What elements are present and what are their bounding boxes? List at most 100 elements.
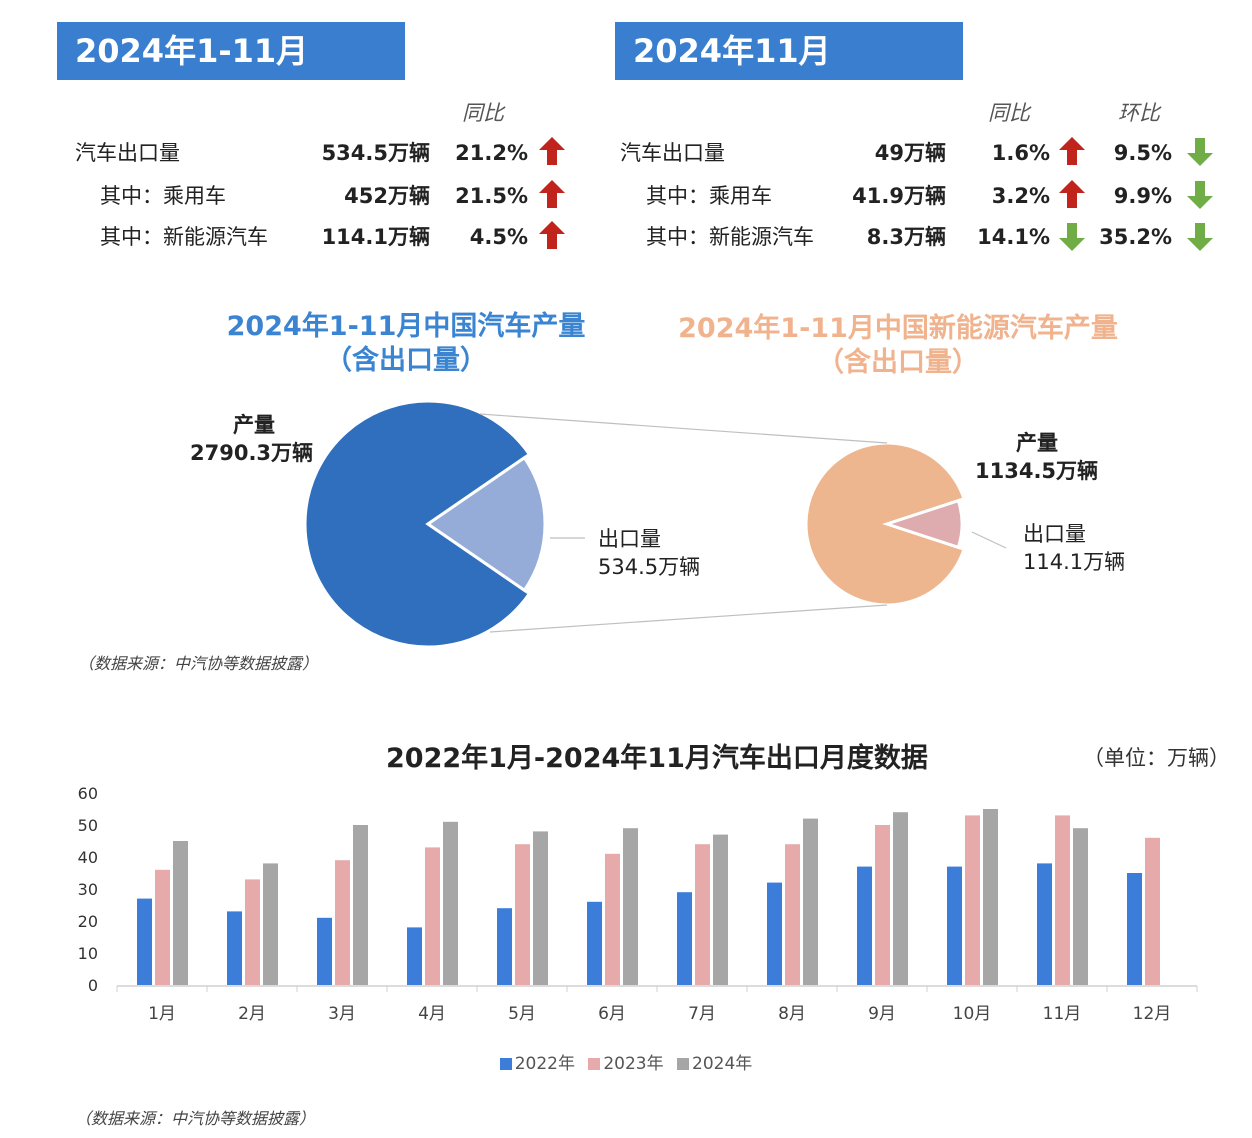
- right-pie-production-value: 1134.5万辆: [975, 459, 1099, 483]
- down-arrow-icon: [1059, 223, 1085, 251]
- left-row-value: 534.5万辆: [321, 141, 430, 165]
- bar-2023年-2月: [245, 879, 260, 985]
- left-period-banner: 2024年1-11月: [57, 22, 405, 80]
- right-row-label: 其中：乘用车: [646, 184, 772, 208]
- right-pie-export-value: 114.1万辆: [1023, 550, 1126, 574]
- right-pie-title-line2: （含出口量）: [817, 347, 979, 378]
- legend-item-2024: 2024年: [677, 1049, 752, 1074]
- x-tick-label: 12月: [1133, 1004, 1172, 1024]
- legend-swatch: [499, 1058, 512, 1070]
- left-row-value: 452万辆: [344, 184, 430, 208]
- bar-2023年-12月: [1145, 837, 1160, 985]
- y-tick-label: 0: [88, 976, 98, 995]
- pie-source-note: （数据来源：中汽协等数据披露）: [78, 654, 319, 673]
- right-pie-title-line1: 2024年1-11月中国新能源汽车产量: [678, 313, 1118, 344]
- bar-2023年-1月: [155, 869, 170, 985]
- legend-swatch: [588, 1058, 601, 1070]
- bar-2022年-11月: [1037, 863, 1052, 985]
- left-row-yoy: 21.2%: [455, 141, 528, 165]
- bar-2024年-4月: [443, 821, 458, 985]
- bar-2022年-3月: [317, 917, 332, 985]
- bar-2022年-9月: [857, 866, 872, 985]
- right-row-value: 8.3万辆: [866, 225, 946, 249]
- bar-2024年-11月: [1073, 828, 1088, 985]
- up-arrow-icon: [539, 137, 565, 165]
- right-mom-header: 环比: [1118, 101, 1160, 125]
- bar-chart-legend: 2022年 2023年 2024年: [0, 1049, 1252, 1074]
- bar-2022年-6月: [587, 901, 602, 985]
- y-tick-label: 30: [78, 880, 98, 899]
- pie-connector-line: [489, 604, 888, 633]
- left-row-value: 114.1万辆: [321, 225, 430, 249]
- y-tick-label: 60: [78, 784, 98, 803]
- up-arrow-icon: [1059, 180, 1085, 208]
- x-tick-label: 6月: [598, 1004, 626, 1024]
- bar-chart: 0 10 20 30 40 50 60 1月 2月 3月 4月 5月 6月 7月 8月 9月 10月 11月 12月: [78, 784, 1198, 1024]
- bar-2024年-1月: [173, 841, 188, 985]
- bar-2024年-5月: [533, 831, 548, 985]
- left-pie-production-slice: [303, 399, 532, 649]
- right-row-yoy: 14.1%: [977, 225, 1050, 249]
- left-pie-title-line2: （含出口量）: [325, 345, 487, 376]
- bar-2023年-6月: [605, 853, 620, 985]
- left-row-label: 其中：新能源汽车: [100, 225, 268, 249]
- left-pie-export-label: 出口量: [598, 527, 661, 551]
- bar-2023年-4月: [425, 847, 440, 985]
- x-tick-label: 7月: [688, 1004, 716, 1024]
- bar-2023年-7月: [695, 844, 710, 985]
- legend-item-2023: 2023年: [588, 1049, 664, 1074]
- bar-2023年-3月: [335, 860, 350, 985]
- x-tick-label: 11月: [1043, 1004, 1082, 1024]
- x-tick-label: 10月: [953, 1004, 992, 1024]
- bar-2022年-10月: [947, 866, 962, 985]
- right-row-yoy: 1.6%: [991, 141, 1050, 165]
- bar-2022年-2月: [227, 911, 242, 985]
- bar-2024年-10月: [983, 809, 998, 985]
- left-pie-production-value: 2790.3万辆: [190, 441, 314, 465]
- down-arrow-icon: [1187, 223, 1213, 251]
- up-arrow-icon: [539, 221, 565, 249]
- up-arrow-icon: [1059, 137, 1085, 165]
- bar-2024年-2月: [263, 863, 278, 985]
- right-row-label: 其中：新能源汽车: [646, 225, 814, 249]
- bar-2023年-8月: [785, 844, 800, 985]
- right-row-mom: 9.9%: [1113, 184, 1172, 208]
- bar-2022年-1月: [137, 898, 152, 985]
- left-pie-title: 2024年1-11月中国汽车产量 （含出口量）: [206, 310, 606, 378]
- x-tick-label: 5月: [508, 1004, 536, 1024]
- x-tick-label: 1月: [148, 1004, 176, 1024]
- right-pie-title: 2024年1-11月中国新能源汽车产量 （含出口量）: [668, 312, 1128, 380]
- x-tick-label: 9月: [868, 1004, 896, 1024]
- left-pie-export-value: 534.5万辆: [598, 555, 701, 579]
- right-row-mom: 35.2%: [1099, 225, 1172, 249]
- right-row-value: 41.9万辆: [852, 184, 946, 208]
- left-row-yoy: 21.5%: [455, 184, 528, 208]
- right-row-value: 49万辆: [874, 141, 946, 165]
- x-tick-label: 4月: [418, 1004, 446, 1024]
- right-pie-production-label: 产量: [1016, 431, 1058, 455]
- right-row-yoy: 3.2%: [991, 184, 1050, 208]
- bar-2022年-4月: [407, 927, 422, 985]
- x-tick-label: 3月: [328, 1004, 356, 1024]
- left-yoy-header: 同比: [462, 101, 504, 125]
- bar-2024年-8月: [803, 818, 818, 985]
- bar-2023年-10月: [965, 815, 980, 985]
- bar-2023年-9月: [875, 825, 890, 985]
- bar-2022年-7月: [677, 892, 692, 985]
- y-tick-label: 20: [78, 912, 98, 931]
- down-arrow-icon: [1187, 181, 1213, 209]
- bar-chart-unit: （单位：万辆）: [1083, 746, 1230, 770]
- left-row-label: 汽车出口量: [75, 141, 180, 165]
- legend-item-2022: 2022年: [499, 1049, 575, 1074]
- bar-2022年-8月: [767, 882, 782, 985]
- right-period-banner: 2024年11月: [615, 22, 963, 80]
- legend-label: 2023年: [603, 1054, 664, 1074]
- legend-label: 2022年: [514, 1054, 575, 1074]
- bar-2022年-12月: [1127, 873, 1142, 985]
- left-row-label: 其中：乘用车: [100, 184, 226, 208]
- bar-source-note: （数据来源：中汽协等数据披露）: [75, 1109, 316, 1128]
- pie-leader-line: [971, 531, 1007, 549]
- bar-2023年-11月: [1055, 815, 1070, 985]
- left-row-yoy: 4.5%: [469, 225, 528, 249]
- bar-2022年-5月: [497, 908, 512, 985]
